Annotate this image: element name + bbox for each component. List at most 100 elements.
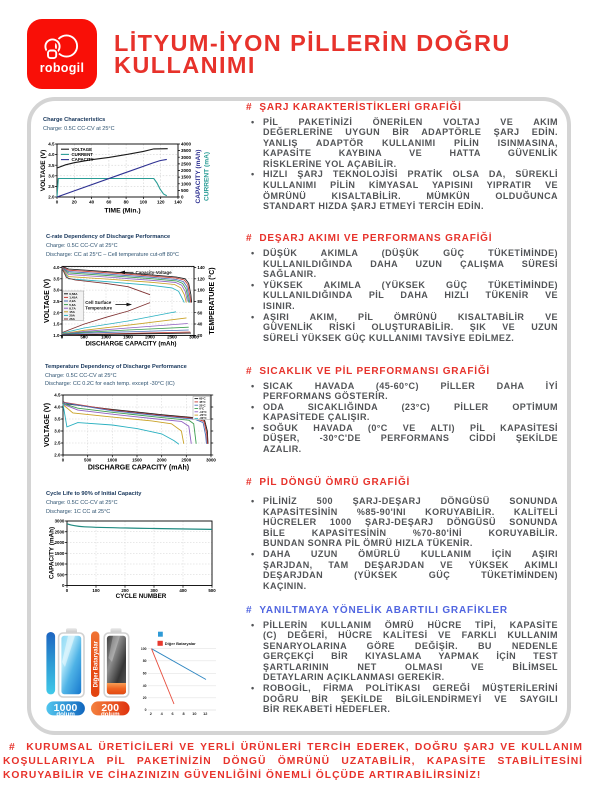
svg-text:2.5: 2.5 [48,184,55,189]
svg-text:60: 60 [106,200,112,205]
svg-text:4.0: 4.0 [48,152,55,157]
svg-text:80: 80 [124,200,130,205]
svg-text:DISCHARGE CAPACITY (mAh): DISCHARGE CAPACITY (mAh) [85,340,176,347]
svg-text:2.5: 2.5 [53,299,60,304]
svg-text:VOLTAGE (V): VOLTAGE (V) [44,403,51,447]
svg-text:4.5: 4.5 [54,393,61,398]
svg-text:2000: 2000 [55,540,65,545]
svg-text:500: 500 [84,457,92,462]
svg-text:3.0: 3.0 [48,173,55,178]
svg-text:8,7A: 8,7A [69,306,76,310]
svg-text:140: 140 [197,265,205,270]
svg-text:2000: 2000 [157,457,167,462]
svg-text:DISCHARGE CAPACITY (mAh): DISCHARGE CAPACITY (mAh) [88,465,189,472]
svg-text:0°C: 0°C [199,407,205,411]
svg-text:200: 200 [101,703,119,714]
svg-text:Capacity-Voltage: Capacity-Voltage [136,270,173,275]
svg-text:0: 0 [56,200,59,205]
svg-text:100: 100 [141,647,147,651]
svg-text:20: 20 [197,333,202,338]
svg-text:CAPACITY (mAh): CAPACITY (mAh) [195,150,202,204]
svg-text:4.5: 4.5 [48,142,55,147]
svg-text:Diğer Bataryalar: Diğer Bataryalar [165,641,196,646]
svg-text:VOLTAGE (V): VOLTAGE (V) [44,279,51,323]
svg-text:140: 140 [174,200,182,205]
svg-text:6: 6 [172,712,174,716]
svg-text:40: 40 [197,322,202,327]
svg-text:1500: 1500 [181,175,192,180]
svg-text:40: 40 [143,684,147,688]
svg-text:3000: 3000 [181,155,192,160]
svg-text:120: 120 [157,200,165,205]
svg-text:26A: 26A [69,317,75,321]
svg-text:0: 0 [181,195,184,200]
svg-text:CURRENT (mA): CURRENT (mA) [204,152,211,201]
svg-text:80: 80 [197,299,202,304]
svg-text:2500: 2500 [167,335,177,340]
svg-text:12: 12 [203,712,207,716]
svg-text:1500: 1500 [123,335,133,340]
svg-text:0,58A: 0,58A [69,292,78,296]
svg-text:2000: 2000 [145,335,155,340]
svg-text:0: 0 [62,457,65,462]
svg-text:CAPACITY: CAPACITY [72,157,94,162]
svg-text:2500: 2500 [181,457,191,462]
svg-text:robogil: robogil [40,61,84,75]
svg-text:3.0: 3.0 [54,429,61,434]
svg-text:0: 0 [62,583,65,588]
svg-text:3500: 3500 [181,148,192,153]
svg-text:1,45A: 1,45A [69,296,78,300]
svg-text:400: 400 [179,588,187,593]
svg-text:CURRENT: CURRENT [72,152,94,157]
svg-text:VOLTAGE (V): VOLTAGE (V) [40,150,47,192]
svg-text:4000: 4000 [181,142,192,147]
svg-text:15A: 15A [69,310,75,314]
svg-text:60: 60 [197,310,202,315]
svg-text:1.0: 1.0 [53,333,60,338]
svg-text:500: 500 [57,572,65,577]
svg-text:40: 40 [89,200,95,205]
svg-text:1000: 1000 [54,703,78,714]
svg-text:Temperature: Temperature [85,306,112,311]
svg-text:dolum: dolum [56,711,75,718]
svg-text:TIME (Min.): TIME (Min.) [104,208,140,215]
svg-text:3.5: 3.5 [48,163,55,168]
svg-text:2.0: 2.0 [53,310,60,315]
svg-text:4: 4 [161,712,164,716]
svg-text:CAPACITY (mAh): CAPACITY (mAh) [49,527,56,579]
svg-text:4.0: 4.0 [54,405,61,410]
svg-text:1500: 1500 [132,457,142,462]
svg-text:300: 300 [150,588,158,593]
svg-text:Cell Surface: Cell Surface [85,300,112,305]
svg-text:20: 20 [72,200,78,205]
svg-text:3.5: 3.5 [54,417,61,422]
svg-text:3000: 3000 [55,519,65,524]
svg-text:4.0: 4.0 [53,265,60,270]
svg-text:3.5: 3.5 [53,276,60,281]
svg-text:10: 10 [192,712,196,716]
svg-text:500: 500 [208,588,216,593]
svg-text:TEMPERATURE (°C): TEMPERATURE (°C) [208,267,216,334]
svg-text:20: 20 [143,696,147,700]
svg-text:100: 100 [92,588,100,593]
svg-text:120: 120 [197,276,205,281]
svg-text:100: 100 [140,200,148,205]
svg-text:200: 200 [121,588,129,593]
svg-text:1500: 1500 [55,551,65,556]
svg-text:-10°C: -10°C [199,410,207,414]
svg-text:-20°C: -20°C [199,413,207,417]
svg-text:1000: 1000 [101,335,111,340]
svg-text:2: 2 [150,712,152,716]
svg-text:1.5: 1.5 [53,322,60,327]
svg-text:1000: 1000 [181,181,192,186]
svg-text:2.0: 2.0 [48,195,55,200]
svg-text:3000: 3000 [189,335,199,340]
svg-text:VOLTAGE: VOLTAGE [72,147,93,152]
svg-text:3.0: 3.0 [53,288,60,293]
svg-text:500: 500 [181,188,189,193]
svg-text:Diğer Bataryalar: Diğer Bataryalar [93,640,99,687]
svg-text:0: 0 [145,708,147,712]
svg-text:2.0: 2.0 [54,453,61,458]
svg-text:2500: 2500 [55,529,65,534]
svg-text:dolum: dolum [101,711,120,718]
